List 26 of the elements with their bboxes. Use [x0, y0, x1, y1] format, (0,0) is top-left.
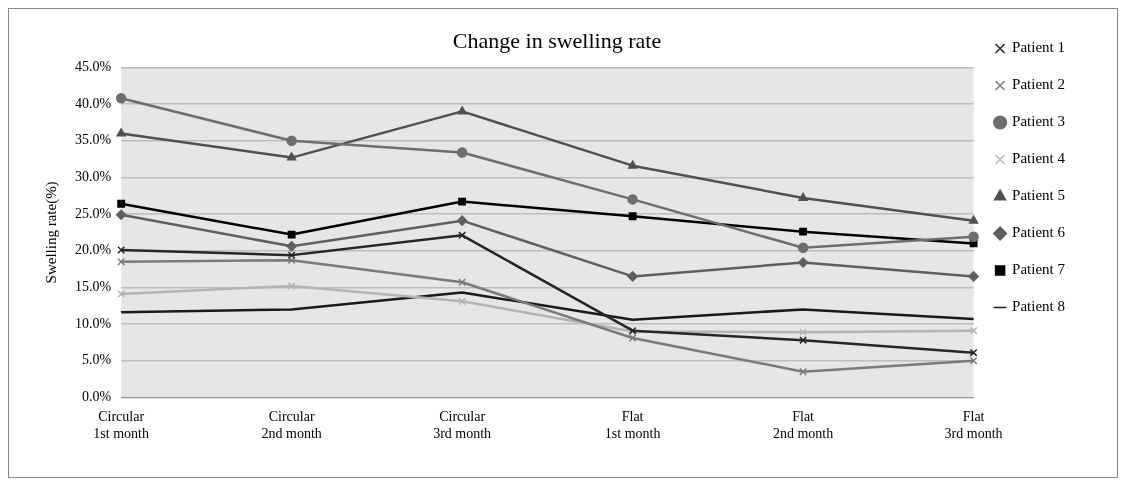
y-tick-label: 35.0% [74, 132, 112, 148]
y-axis-title: Swelling rate(%) [42, 181, 60, 284]
y-tick-label: 30.0% [74, 169, 112, 185]
legend-label: Patient 6 [1012, 224, 1066, 241]
y-tick-label: 5.0% [81, 352, 112, 368]
x-tick-label: Flat 1st month [604, 409, 661, 442]
x-tick-label: Flat 3rd month [944, 409, 1003, 442]
y-tick-label: 15.0% [74, 279, 112, 295]
legend-label: Patient 2 [1012, 76, 1066, 93]
x-tick-label: Circular 3rd month [433, 409, 492, 442]
legend-label: Patient 5 [1012, 187, 1066, 204]
legend-label: Patient 7 [1012, 261, 1066, 278]
x-tick-label: Flat 2nd month [772, 409, 834, 442]
legend-label: Patient 3 [1012, 113, 1066, 130]
legend-label: Patient 8 [1012, 298, 1066, 315]
legend-label: Patient 4 [1012, 150, 1066, 167]
chart-title: Change in swelling rate [452, 27, 662, 53]
y-tick-label: 0.0% [81, 389, 112, 405]
y-tick-label: 40.0% [74, 95, 112, 111]
x-tick-label: Circular 1st month [93, 409, 149, 442]
y-tick-label: 10.0% [74, 315, 112, 331]
y-tick-label: 45.0% [74, 59, 112, 75]
legend-label: Patient 1 [1012, 39, 1066, 56]
x-tick-label: Circular 2nd month [261, 409, 322, 442]
y-tick-label: 20.0% [74, 242, 112, 258]
y-tick-label: 25.0% [74, 205, 112, 221]
